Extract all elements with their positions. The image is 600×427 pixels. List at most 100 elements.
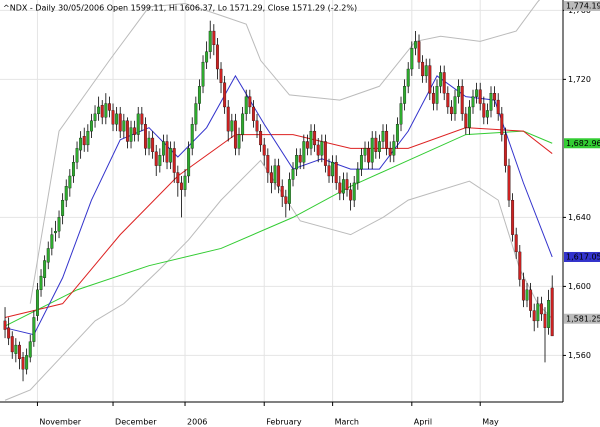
value-label: 1,682.96 <box>566 139 600 148</box>
candle-body <box>89 120 93 132</box>
candle-body <box>536 303 540 322</box>
candle-body <box>25 355 29 370</box>
value-label-box <box>564 138 600 149</box>
candle-body <box>86 130 90 146</box>
candle-body <box>269 172 273 184</box>
candle-body <box>525 289 529 301</box>
x-tick-label: May <box>482 418 499 427</box>
candle-body <box>457 86 461 97</box>
candle-body <box>518 251 522 280</box>
value-label-box <box>564 1 600 11</box>
y-tick-label: 1,640 <box>568 213 591 222</box>
candle-body <box>313 130 317 146</box>
plot-area <box>0 0 563 402</box>
candle-body <box>435 86 439 104</box>
candle-body <box>446 93 450 108</box>
candle-body <box>215 44 219 70</box>
candle-body <box>82 136 86 146</box>
candle-body <box>122 120 126 132</box>
candle-body <box>421 61 425 77</box>
candle-body <box>493 93 497 101</box>
candle-body <box>529 289 533 311</box>
candle-body <box>449 106 453 115</box>
candle-body <box>327 165 331 177</box>
candle-body <box>428 65 432 94</box>
candle-body <box>140 113 144 125</box>
candle-body <box>154 151 158 166</box>
candle-body <box>179 182 183 190</box>
candle-body <box>172 148 176 173</box>
candle-body <box>151 137 155 152</box>
candle-body <box>539 303 543 315</box>
candle-body <box>359 155 363 170</box>
candle-body <box>21 356 25 370</box>
candle-body <box>370 137 374 163</box>
candle-body <box>244 96 248 115</box>
candle-body <box>115 113 119 125</box>
candle-body <box>39 275 43 291</box>
candle-body <box>295 155 299 170</box>
candle-body <box>212 30 216 46</box>
candle-body <box>100 105 104 118</box>
candle-body <box>543 313 547 328</box>
value-label: 1,581.25 <box>566 314 600 323</box>
candle-body <box>284 196 288 204</box>
candle-body <box>35 289 39 316</box>
candle-body <box>46 248 50 263</box>
candle-body <box>17 344 21 360</box>
candle-body <box>208 30 212 52</box>
candle-body <box>323 141 327 166</box>
candle-body <box>107 103 111 111</box>
candle-body <box>287 179 291 204</box>
candle-body <box>485 110 489 118</box>
candle-body <box>125 120 129 142</box>
x-tick-label: December <box>115 418 157 427</box>
overlay: 1,5601,6001,6401,7201,760NovemberDecembe… <box>36 1 600 427</box>
x-tick-label: 2006 <box>187 418 207 427</box>
candle-body <box>532 310 536 322</box>
chart-title: ^NDX - Daily 30/05/2006 Open 1599.11, Hi… <box>3 4 357 13</box>
candle-body <box>133 127 137 135</box>
candle-body <box>363 148 367 156</box>
candle-body <box>431 93 435 104</box>
y-tick-label: 1,720 <box>568 75 591 84</box>
candle-body <box>201 61 205 87</box>
candle-body <box>183 175 187 190</box>
candle-body <box>475 89 479 97</box>
candle-body <box>356 168 360 184</box>
candle-body <box>392 141 396 156</box>
x-tick-label: November <box>39 418 81 427</box>
candle-body <box>262 144 266 156</box>
candle-body <box>147 137 151 149</box>
candle-body <box>349 189 353 201</box>
candle-body <box>64 186 68 201</box>
candle-body <box>241 113 245 135</box>
x-tick-label: March <box>335 418 359 427</box>
candle-body <box>381 130 385 142</box>
y-tick-label: 1,560 <box>568 351 591 360</box>
candle-body <box>273 165 277 184</box>
candle-body <box>158 155 162 166</box>
candle-body <box>219 68 223 83</box>
candle-body <box>500 113 504 135</box>
candle-body <box>471 96 475 108</box>
candle-body <box>194 103 198 125</box>
value-label-box <box>564 251 600 262</box>
candle-body <box>165 141 169 163</box>
x-tick-label: February <box>266 418 302 427</box>
candle-body <box>28 341 32 358</box>
candle-body <box>93 113 97 121</box>
candle-body <box>467 106 471 128</box>
candle-body <box>478 89 482 104</box>
candle-body <box>111 110 115 125</box>
candle-body <box>374 137 378 152</box>
candle-body <box>169 148 173 163</box>
candle-body <box>223 82 227 108</box>
candle-body <box>61 199 65 216</box>
candle-body <box>197 86 201 104</box>
candle-body <box>399 103 403 125</box>
candle-body <box>385 130 389 149</box>
candle-body <box>129 127 133 142</box>
candle-body <box>266 155 270 173</box>
